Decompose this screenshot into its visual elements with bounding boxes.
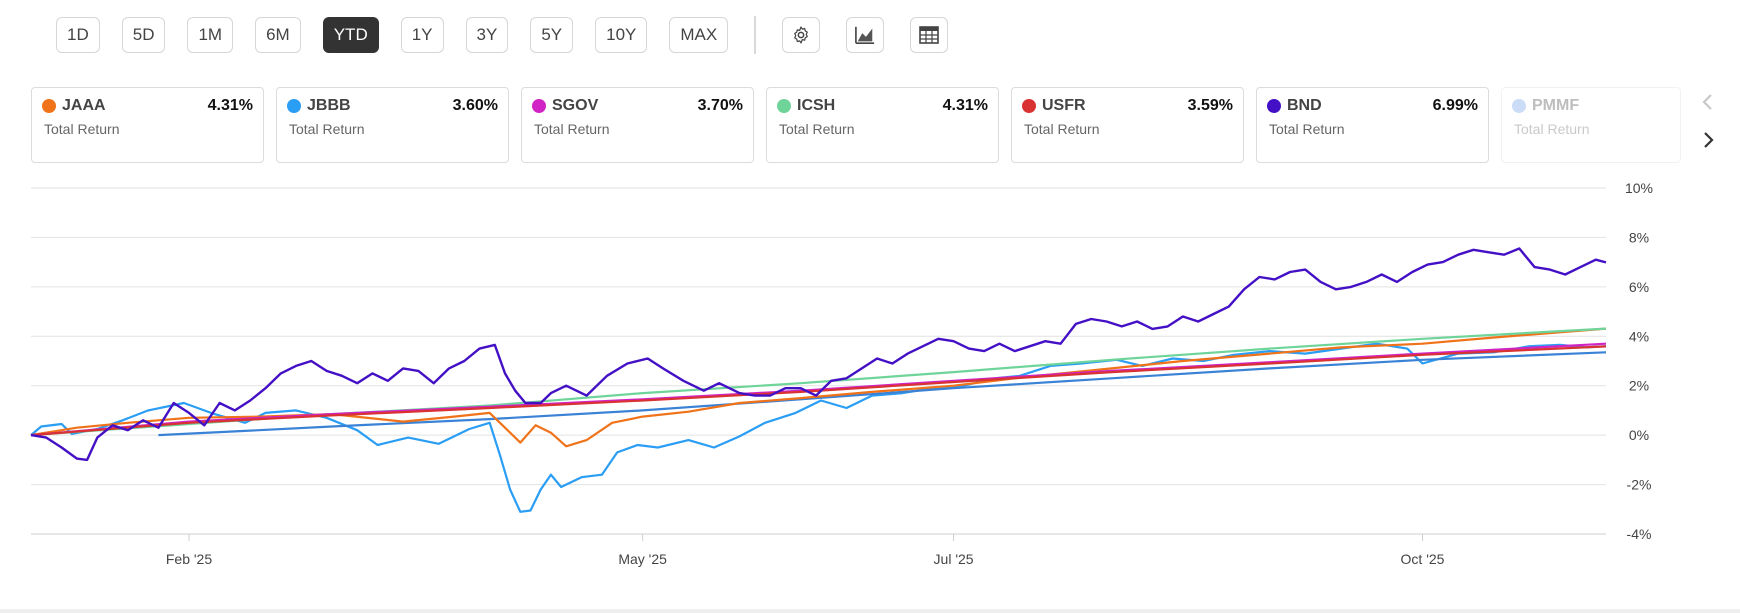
y-tick-label: 8% [1629,229,1649,245]
series-line-usfr [30,345,1607,437]
ticker-symbol: USFR [1042,97,1086,114]
table-icon [919,26,940,44]
ticker-card-pmmf[interactable]: PMMF Total Return [1501,87,1681,163]
series-color-dot [777,99,791,113]
series-line-jbbb [30,342,1607,513]
ticker-card-usfr[interactable]: USFR 3.59% Total Return [1011,87,1244,163]
ticker-symbol: JBBB [307,97,351,114]
settings-button[interactable] [782,17,821,53]
series-color-dot [1267,99,1281,113]
series-color-dot [42,99,56,113]
y-tick-label: 0% [1629,427,1649,443]
range-button-max[interactable]: MAX [669,17,729,53]
ticker-symbol: ICSH [797,97,836,114]
total-return-label: Total Return [289,121,365,137]
total-return-value: 3.70% [697,97,743,114]
x-tick-label: Jul '25 [934,551,974,567]
range-button-1d[interactable]: 1D [56,17,100,53]
total-return-value: 3.59% [1187,97,1233,114]
y-tick-label: 6% [1629,279,1649,295]
table-view-button[interactable] [910,17,949,53]
range-button-3y[interactable]: 3Y [465,17,509,53]
ticker-symbol: JAAA [62,97,106,114]
total-return-label: Total Return [44,121,120,137]
range-button-6m[interactable]: 6M [255,17,301,53]
ticker-symbol: BND [1287,97,1322,114]
total-return-label: Total Return [1269,121,1345,137]
time-range-toolbar: 1D 5D 1M 6M YTD 1Y 3Y 5Y 10Y MAX [56,16,974,54]
range-button-5y[interactable]: 5Y [530,17,574,53]
chevron-left-icon[interactable] [1698,92,1718,112]
total-return-label: Total Return [1024,121,1100,137]
total-return-value: 6.99% [1432,97,1478,114]
total-return-label: Total Return [1514,121,1590,137]
series-color-dot [1512,99,1526,113]
y-tick-label: -4% [1627,526,1652,542]
y-tick-label: 4% [1629,328,1649,344]
total-return-value: 4.31% [942,97,988,114]
range-button-ytd[interactable]: YTD [322,17,379,53]
ticker-symbol: SGOV [552,97,599,114]
page-divider [0,609,1740,613]
total-return-value: 4.31% [207,97,253,114]
y-tick-label: 10% [1625,180,1653,196]
ticker-card-bnd[interactable]: BND 6.99% Total Return [1256,87,1489,163]
total-return-label: Total Return [779,121,855,137]
chart-series [30,247,1607,513]
x-tick-label: Oct '25 [1401,551,1445,567]
series-color-dot [532,99,546,113]
ticker-symbol: PMMF [1532,97,1580,114]
total-return-label: Total Return [534,121,610,137]
gear-icon [794,26,809,44]
ticker-cards: JAAA 4.31% Total Return JBBB 3.60% Total… [31,87,1693,163]
ticker-card-jaaa[interactable]: JAAA 4.31% Total Return [31,87,264,163]
range-button-10y[interactable]: 10Y [595,17,648,53]
chart-type-icon [855,26,875,44]
chart-axes: -4% -2% 0% 2% 4% 6% 8% 10% Feb '25 May '25 Jul '25… [31,180,1653,567]
x-tick-label: Feb '25 [166,551,212,567]
chart-grid [31,187,1606,535]
line-chart: -4% -2% 0% 2% 4% 6% 8% 10% Feb '25 May '25 Jul '25… [30,180,1653,567]
chart-type-button[interactable] [846,17,885,53]
series-line-bnd [30,247,1607,462]
y-tick-label: -2% [1627,477,1652,493]
series-color-dot [1022,99,1036,113]
chevron-right-icon[interactable] [1698,130,1718,150]
ticker-card-jbbb[interactable]: JBBB 3.60% Total Return [276,87,509,163]
range-button-1y[interactable]: 1Y [400,17,444,53]
range-button-5d[interactable]: 5D [121,17,166,53]
series-color-dot [287,99,301,113]
y-tick-label: 2% [1629,378,1649,394]
ticker-card-sgov[interactable]: SGOV 3.70% Total Return [521,87,754,163]
series-line-pmmf [158,351,1607,437]
x-tick-label: May '25 [618,551,667,567]
range-button-1m[interactable]: 1M [187,17,234,53]
toolbar-divider [754,16,757,54]
total-return-value: 3.60% [452,97,498,114]
ticker-card-icsh[interactable]: ICSH 4.31% Total Return [766,87,999,163]
series-line-sgov [30,342,1607,437]
